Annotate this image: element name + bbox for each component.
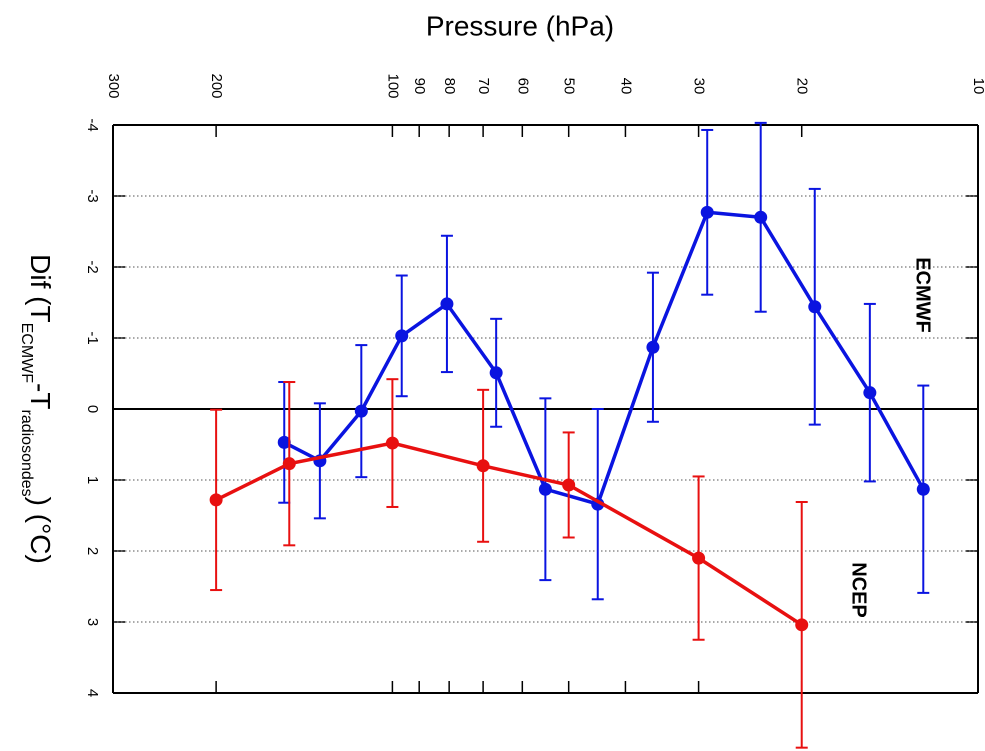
y-tick-label: 3 [84, 618, 101, 626]
y-title-part: ) (°C) [25, 497, 56, 564]
x-tick-label: 80 [441, 78, 458, 95]
data-point [395, 329, 409, 343]
data-point [440, 297, 454, 311]
x-tick-label: 300 [105, 73, 122, 98]
data-point [282, 457, 296, 471]
data-point [808, 300, 822, 314]
x-tick-label: 10 [970, 78, 985, 95]
data-point [538, 482, 552, 496]
y-tick-label: -2 [84, 260, 101, 273]
y-tick-label: -3 [84, 189, 101, 202]
y-title-part: Dif (T [25, 254, 56, 322]
data-point [754, 210, 768, 224]
y-tick-label: 1 [84, 476, 101, 484]
y-title-part: -T [25, 383, 56, 409]
x-tick-label: 40 [617, 78, 634, 95]
y-title-sub: radiosondes [18, 409, 35, 496]
data-point [562, 478, 576, 492]
series-line [283, 210, 925, 507]
x-tick-label: 50 [561, 78, 578, 95]
x-tick-label: 60 [514, 78, 531, 95]
data-point [354, 404, 368, 418]
data-point [476, 459, 490, 473]
series-label: NCEP [848, 562, 870, 618]
y-title-sub: ECMWF [18, 323, 35, 384]
data-point [692, 551, 706, 565]
x-tick-label: 200 [208, 73, 225, 98]
data-point [916, 482, 930, 496]
data-point [489, 366, 503, 380]
y-tick-label: 4 [84, 689, 101, 697]
series-line [215, 441, 803, 627]
x-tick-label: 90 [411, 78, 428, 95]
data-point [277, 435, 291, 449]
x-tick-label: 100 [384, 73, 401, 98]
data-point [700, 205, 714, 219]
y-tick-label: -4 [84, 118, 101, 131]
x-axis-title: Pressure (hPa) [426, 10, 614, 41]
data-point [646, 340, 660, 354]
data-point [795, 618, 809, 632]
y-axis-title: Dif (TECMWF-Tradiosondes) (°C) [18, 254, 56, 564]
y-tick-label: -1 [84, 331, 101, 344]
y-tick-label: 0 [84, 405, 101, 413]
series-label: ECMWF [912, 257, 934, 333]
x-tick-label: 70 [475, 78, 492, 95]
data-point [385, 436, 399, 450]
y-tick-label: 2 [84, 547, 101, 555]
x-tick-label: 30 [691, 78, 708, 95]
data-point [209, 493, 223, 507]
data-point [863, 386, 877, 400]
x-tick-label: 20 [794, 78, 811, 95]
